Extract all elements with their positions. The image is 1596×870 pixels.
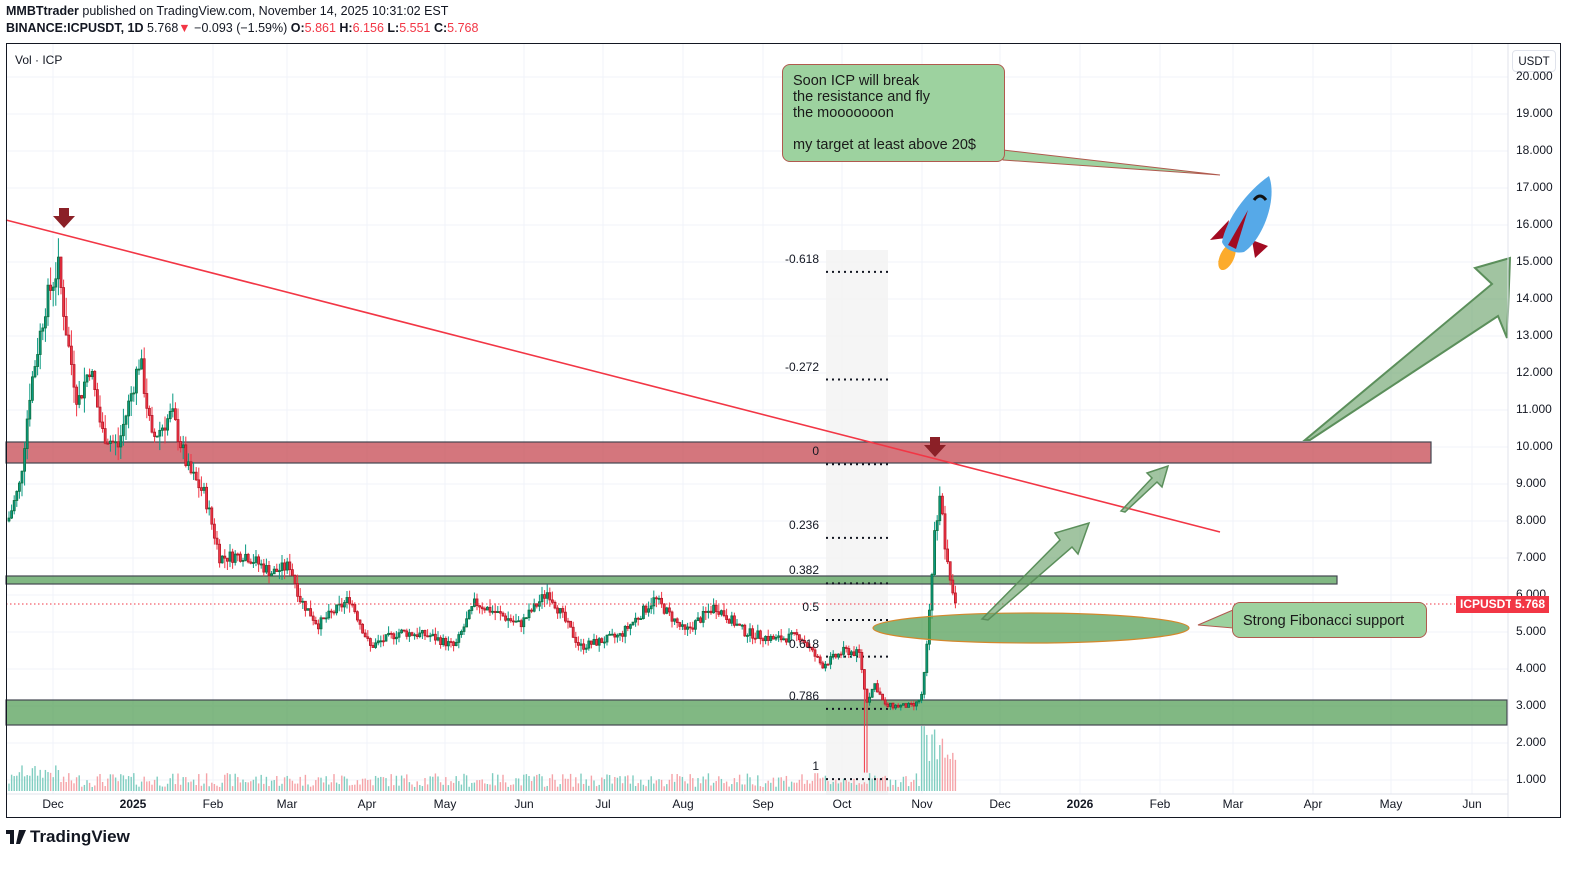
price-tick: 9.000 (1516, 476, 1547, 490)
time-tick: Nov (911, 797, 933, 811)
arrow-down-icon[interactable] (53, 208, 75, 228)
price-tick: 4.000 (1516, 661, 1547, 675)
price-tick: 20.000 (1516, 69, 1553, 83)
price-change: −0.093 (−1.59%) (194, 21, 288, 35)
price-tag-value: 5.768 (1511, 596, 1550, 613)
price-tick: 7.000 (1516, 550, 1547, 564)
price-tick: 18.000 (1516, 143, 1553, 157)
symbol-info: BINANCE:ICPUSDT, 1D 5.768▼ −0.093 (−1.59… (6, 21, 478, 35)
price-tag-symbol: ICPUSDT (1456, 596, 1517, 613)
price-tick: 19.000 (1516, 106, 1553, 120)
price-tick: 5.000 (1516, 624, 1547, 638)
volume-bars (8, 726, 957, 791)
price-tick: 17.000 (1516, 180, 1553, 194)
close-value: 5.768 (447, 21, 479, 35)
publish-info: MMBTtrader published on TradingView.com,… (6, 4, 448, 18)
up-arrow-icon[interactable] (980, 521, 1091, 621)
fib-level-label: -0.618 (784, 251, 819, 266)
time-tick: Sep (752, 797, 774, 811)
tradingview-logo[interactable]: TradingView (6, 827, 130, 847)
target-callout[interactable]: Soon ICP will break the resistance and f… (782, 64, 1005, 162)
time-tick: May (1379, 797, 1403, 811)
price-tick: 1.000 (1516, 772, 1547, 786)
time-tick: May (433, 797, 457, 811)
fib-support-callout[interactable]: Strong Fibonacci support (1232, 602, 1427, 638)
fib-level-label: -0.272 (784, 359, 819, 374)
time-tick: Aug (672, 797, 694, 811)
fib-level-label: 0.236 (788, 517, 819, 532)
price-tick: 8.000 (1516, 513, 1547, 527)
price-tick: 2.000 (1516, 735, 1547, 749)
low-value: 5.551 (399, 21, 431, 35)
brand-name: TradingView (30, 827, 130, 846)
time-tick: Jul (595, 797, 611, 811)
candlesticks (7, 238, 957, 773)
fib-level-label: 0.5 (802, 600, 819, 615)
close-label: C: (433, 21, 448, 35)
price-tick: 14.000 (1516, 291, 1553, 305)
price-tick: 12.000 (1516, 365, 1553, 379)
currency-button[interactable]: USDT (1512, 50, 1556, 72)
strong-support-zone[interactable] (5, 699, 1508, 726)
price-tick: 10.000 (1516, 439, 1553, 453)
tradingview-logo-icon (6, 830, 26, 844)
time-tick: Oct (832, 797, 852, 811)
arrow-down-icon[interactable] (924, 437, 946, 457)
descending-trendline[interactable] (5, 219, 1221, 533)
time-tick: 2026 (1066, 797, 1094, 811)
time-tick: Feb (1149, 797, 1171, 811)
up-arrow-icon[interactable] (1119, 464, 1170, 513)
open-value: 5.861 (304, 21, 336, 35)
time-tick: Mar (1222, 797, 1244, 811)
high-label: H: (339, 21, 353, 35)
fib-support-ellipse[interactable] (872, 612, 1190, 644)
time-tick: Dec (989, 797, 1011, 811)
price-tick: 3.000 (1516, 698, 1547, 712)
fib-level-label: 0.786 (788, 688, 819, 703)
open-label: O: (290, 21, 305, 35)
price-tick: 13.000 (1516, 328, 1553, 342)
time-tick: Jun (514, 797, 534, 811)
time-tick: Apr (1303, 797, 1323, 811)
fib-level-label: 0 (812, 444, 819, 459)
low-label: L: (387, 21, 400, 35)
author-name[interactable]: MMBTtrader (6, 4, 79, 18)
chart-frame (6, 43, 1561, 818)
time-tick: Jun (1462, 797, 1482, 811)
last-price: 5.768 (147, 21, 179, 35)
rocket-icon (1210, 176, 1272, 271)
time-tick: Feb (202, 797, 224, 811)
symbol-name: BINANCE:ICPUSDT, 1D (6, 21, 144, 35)
fib-level-label: 1 (812, 759, 819, 774)
volume-legend[interactable]: Vol · ICP (15, 53, 63, 67)
down-arrow-icon: ▼ (178, 21, 191, 35)
time-tick: Mar (276, 797, 298, 811)
published-text: published on TradingView.com, November 1… (82, 4, 449, 18)
time-tick: Dec (42, 797, 64, 811)
price-tick: 15.000 (1516, 254, 1553, 268)
time-tick: 2025 (119, 797, 147, 811)
fib-level-label: 0.382 (788, 563, 819, 578)
high-value: 6.156 (352, 21, 384, 35)
time-tick: Apr (357, 797, 377, 811)
price-tick: 11.000 (1516, 402, 1552, 416)
price-tick: 16.000 (1516, 217, 1553, 231)
fib-level-label: 0.618 (788, 636, 819, 651)
